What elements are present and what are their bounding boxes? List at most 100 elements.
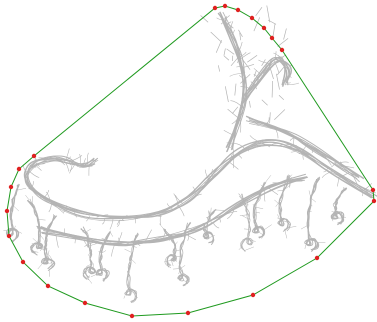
fractal-hair <box>63 209 67 214</box>
fractal-hair <box>354 172 357 178</box>
fractal-hair <box>250 81 258 87</box>
fractal-hair <box>255 83 258 90</box>
fractal-hair <box>285 79 288 83</box>
fractal-hair <box>284 145 291 148</box>
fractal-hair <box>63 159 70 172</box>
hull-vertex-dot <box>8 184 14 190</box>
fractal-hair <box>277 214 281 221</box>
fractal-hair <box>274 199 281 206</box>
fractal-hair <box>304 244 306 249</box>
fractal-hair <box>63 228 66 236</box>
fractal-hair <box>16 185 19 191</box>
fractal-hair <box>283 28 287 40</box>
fractal-hair <box>28 187 38 194</box>
fractal-hair <box>339 172 350 179</box>
fractal-hair <box>89 243 97 247</box>
fractal-hair <box>74 238 76 244</box>
fractal-hair <box>171 260 174 267</box>
fractal-hair <box>159 223 165 231</box>
hull-vertex-dot <box>249 15 255 21</box>
fractal-hair <box>337 217 346 219</box>
fractal-hair <box>177 274 183 280</box>
fractal-hair <box>286 174 293 181</box>
fractal-hair <box>28 169 40 178</box>
fractal-hair <box>252 203 256 208</box>
fractal-hair <box>268 188 279 195</box>
fractal-hair <box>351 174 359 187</box>
fractal-hair <box>279 144 284 146</box>
fractal-hair <box>273 52 282 60</box>
hull-vertex-dot <box>371 198 377 204</box>
fractal-hair <box>174 241 178 246</box>
fractal-hair <box>277 54 284 58</box>
fractal-hair <box>223 55 230 61</box>
fractal-hair <box>73 212 78 218</box>
fractal-hair <box>36 248 45 250</box>
fractal-hair <box>25 194 30 201</box>
fractal-hair <box>224 211 238 216</box>
fractal-hair <box>38 157 49 159</box>
hull-vertex-dot <box>45 283 51 289</box>
hull-vertex-dot <box>261 25 267 31</box>
fractal-hair <box>133 246 137 248</box>
fractal-hair <box>130 289 137 293</box>
fractal-hair <box>178 268 181 275</box>
fractal-hair <box>179 274 183 280</box>
fractal-hair <box>98 251 102 254</box>
fractal-hair <box>130 258 136 264</box>
fractal-hair <box>271 80 273 98</box>
fractal-hair <box>253 17 261 32</box>
fractal-hair <box>190 193 202 200</box>
fractal-hair <box>321 171 333 178</box>
fractal-hair <box>168 236 171 241</box>
fractal-hair <box>323 153 332 166</box>
convex-hull-outline <box>6 5 375 317</box>
fractal-hair <box>172 268 181 270</box>
fractal-hair <box>74 162 79 167</box>
fractal-hair <box>252 78 256 89</box>
fractal-hair <box>231 144 234 158</box>
fractal-hair <box>29 165 34 169</box>
fractal-hair <box>237 53 239 64</box>
fractal-hair <box>53 156 59 160</box>
fractal-hair <box>238 246 242 250</box>
fractal-hair <box>265 117 270 125</box>
fractal-hair <box>49 261 54 264</box>
fractal-hair <box>271 143 283 145</box>
fractal-hair <box>229 153 233 161</box>
fractal-hair <box>204 169 210 181</box>
fractal-hair <box>288 176 293 182</box>
fractal-hair <box>187 277 190 282</box>
fractal-hair <box>87 152 89 167</box>
fractal-hair <box>185 277 189 282</box>
fractal-branch <box>80 228 95 278</box>
fractal-hair <box>229 73 243 77</box>
hull-vertex-dot <box>129 313 135 319</box>
fractal-hair <box>17 187 27 191</box>
fractal-hair <box>65 204 69 211</box>
fractal-hair <box>247 239 256 242</box>
fractal-hair <box>337 210 344 216</box>
fractal-hair <box>29 164 37 168</box>
fractal-hair <box>180 265 186 269</box>
fractal-hair <box>48 269 50 277</box>
fractal-hair <box>172 248 176 255</box>
fractal-hair <box>202 223 207 225</box>
fractal-hair <box>240 86 253 90</box>
fractal-hair <box>46 255 50 259</box>
fractal-hair <box>101 250 107 254</box>
fractal-hair <box>88 267 94 271</box>
fractal-hair <box>39 233 44 240</box>
fractal-hair <box>261 69 267 79</box>
fractal-hair <box>224 86 229 103</box>
fractal-hair <box>254 121 260 126</box>
fractal-hair <box>323 168 328 173</box>
fractal-hair <box>285 82 300 85</box>
fractal-hair <box>253 70 257 77</box>
fractal-hair <box>227 145 231 149</box>
fractal-hair <box>234 83 237 96</box>
fractal-hair <box>203 181 208 184</box>
fractal-hair <box>285 144 295 146</box>
fractal-hair <box>276 62 288 76</box>
fractal-hair <box>42 230 56 234</box>
